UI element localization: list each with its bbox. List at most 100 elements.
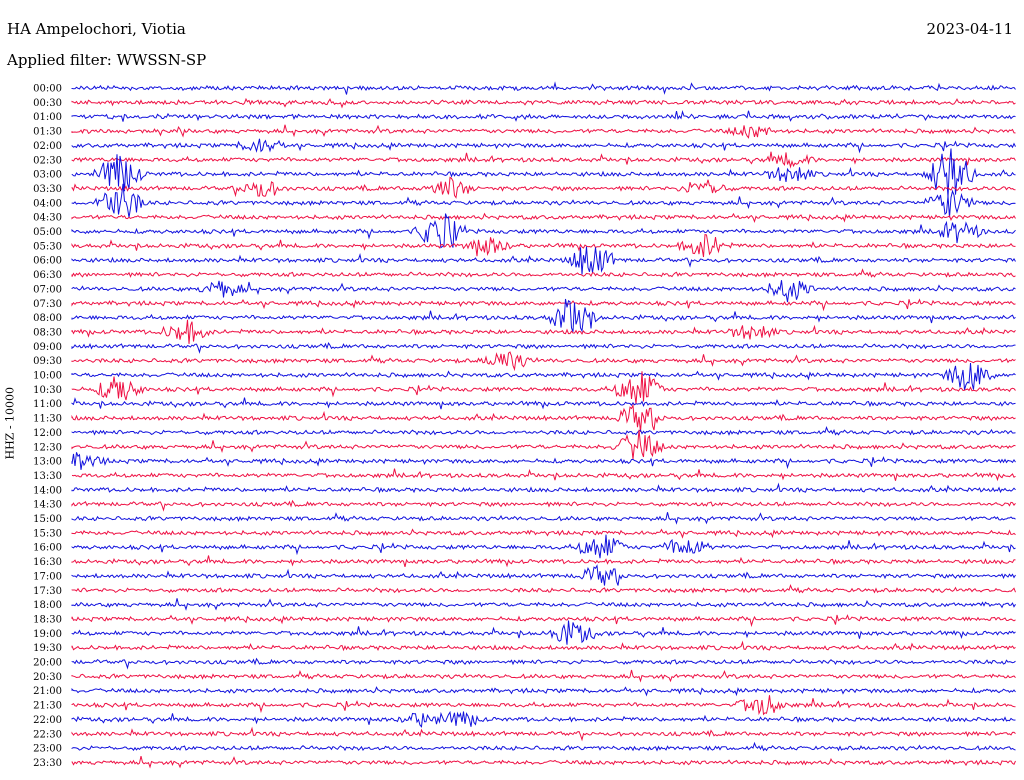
row-label: 07:00 — [33, 284, 62, 295]
trace-line-1500 — [71, 512, 1016, 525]
trace-line-0730 — [71, 298, 1016, 312]
row-label: 09:30 — [33, 356, 62, 367]
trace-line-2100 — [71, 686, 1016, 697]
row-label: 14:30 — [33, 500, 62, 511]
row-label: 22:30 — [33, 729, 62, 740]
row-label: 21:00 — [33, 686, 62, 697]
row-label: 04:00 — [33, 198, 62, 209]
trace-line-1300 — [71, 452, 1016, 470]
trace-line-1330 — [71, 468, 1016, 482]
row-label: 21:30 — [33, 701, 62, 712]
trace-line-1230 — [71, 429, 1016, 460]
row-label: 11:30 — [33, 414, 62, 425]
trace-line-1930 — [71, 640, 1016, 652]
trace-line-2030 — [71, 669, 1016, 683]
trace-line-0000 — [71, 81, 1016, 95]
row-label: 19:30 — [33, 643, 62, 654]
row-label: 01:00 — [33, 112, 62, 123]
row-label: 10:00 — [33, 371, 62, 382]
trace-line-0230 — [71, 151, 1016, 169]
row-label: 05:00 — [33, 227, 62, 238]
trace-line-2000 — [71, 657, 1016, 670]
trace-line-0830 — [71, 319, 1016, 344]
trace-line-0100 — [71, 110, 1016, 122]
row-label: 23:30 — [33, 758, 62, 769]
trace-line-1000 — [71, 362, 1016, 390]
row-label: 23:00 — [33, 744, 62, 755]
trace-line-0330 — [71, 176, 1016, 199]
row-label: 11:00 — [33, 399, 62, 410]
row-label: 18:30 — [33, 614, 62, 625]
trace-line-0400 — [71, 183, 1016, 218]
trace-line-1800 — [71, 598, 1016, 611]
row-label: 13:30 — [33, 471, 62, 482]
row-label: 20:30 — [33, 672, 62, 683]
row-label: 04:30 — [33, 213, 62, 224]
trace-line-2230 — [71, 726, 1016, 742]
trace-line-0530 — [71, 233, 1016, 258]
trace-line-0500 — [71, 213, 1016, 249]
row-label: 03:00 — [33, 170, 62, 181]
row-label: 14:00 — [33, 485, 62, 496]
trace-line-0030 — [71, 97, 1016, 109]
trace-line-0930 — [71, 351, 1016, 372]
row-label: 03:30 — [33, 184, 62, 195]
row-label: 09:00 — [33, 342, 62, 353]
row-label: 06:30 — [33, 270, 62, 281]
row-label: 15:00 — [33, 514, 62, 525]
trace-line-1130 — [71, 403, 1016, 433]
trace-line-2200 — [71, 710, 1016, 728]
row-label: 02:30 — [33, 155, 62, 166]
row-label: 06:00 — [33, 256, 62, 267]
row-label: 02:00 — [33, 141, 62, 152]
row-label: 12:00 — [33, 428, 62, 439]
row-label: 22:00 — [33, 715, 62, 726]
trace-line-1830 — [71, 614, 1016, 628]
trace-line-1400 — [71, 482, 1016, 494]
row-label: 19:00 — [33, 629, 62, 640]
recording-date: 2023-04-11 — [926, 20, 1013, 38]
row-label: 07:30 — [33, 299, 62, 310]
row-label: 17:00 — [33, 571, 62, 582]
trace-line-1100 — [71, 397, 1016, 410]
trace-line-0600 — [71, 246, 1016, 275]
trace-line-0200 — [71, 138, 1016, 154]
row-label: 15:30 — [33, 528, 62, 539]
trace-line-0430 — [71, 212, 1016, 224]
trace-line-1730 — [71, 583, 1016, 594]
trace-line-1430 — [71, 499, 1016, 512]
trace-line-0130 — [71, 124, 1016, 139]
trace-line-2300 — [71, 741, 1016, 752]
trace-line-1530 — [71, 528, 1016, 539]
row-label: 10:30 — [33, 385, 62, 396]
trace-line-0300 — [71, 148, 1016, 198]
trace-line-1600 — [71, 534, 1016, 559]
trace-line-1030 — [71, 371, 1016, 404]
trace-line-0900 — [71, 341, 1016, 354]
trace-line-0630 — [71, 268, 1016, 278]
row-label: 05:30 — [33, 241, 62, 252]
row-labels: 00:00 00:30 01:00 01:30 02:00 02:30 03:00 03:30… — [33, 84, 62, 769]
trace-line-1630 — [71, 555, 1016, 568]
row-label: 01:30 — [33, 127, 62, 138]
row-label: 18:00 — [33, 600, 62, 611]
filter-label: Applied filter: WWSSN-SP — [7, 51, 207, 69]
row-label: 08:00 — [33, 313, 62, 324]
row-label: 16:30 — [33, 557, 62, 568]
row-label: 17:30 — [33, 586, 62, 597]
row-label: 13:00 — [33, 457, 62, 468]
trace-line-0700 — [71, 280, 1016, 303]
row-label: 16:00 — [33, 543, 62, 554]
trace-line-0800 — [71, 298, 1016, 333]
row-label: 12:30 — [33, 442, 62, 453]
row-label: 00:00 — [33, 84, 62, 95]
trace-line-2130 — [71, 695, 1016, 716]
station-title: HA Ampelochori, Viotia — [7, 20, 186, 38]
trace-line-1700 — [71, 564, 1016, 586]
row-label: 08:30 — [33, 327, 62, 338]
row-label: 00:30 — [33, 98, 62, 109]
trace-line-1200 — [71, 426, 1016, 436]
seismogram-traces — [71, 81, 1016, 769]
trace-line-1900 — [71, 620, 1016, 645]
